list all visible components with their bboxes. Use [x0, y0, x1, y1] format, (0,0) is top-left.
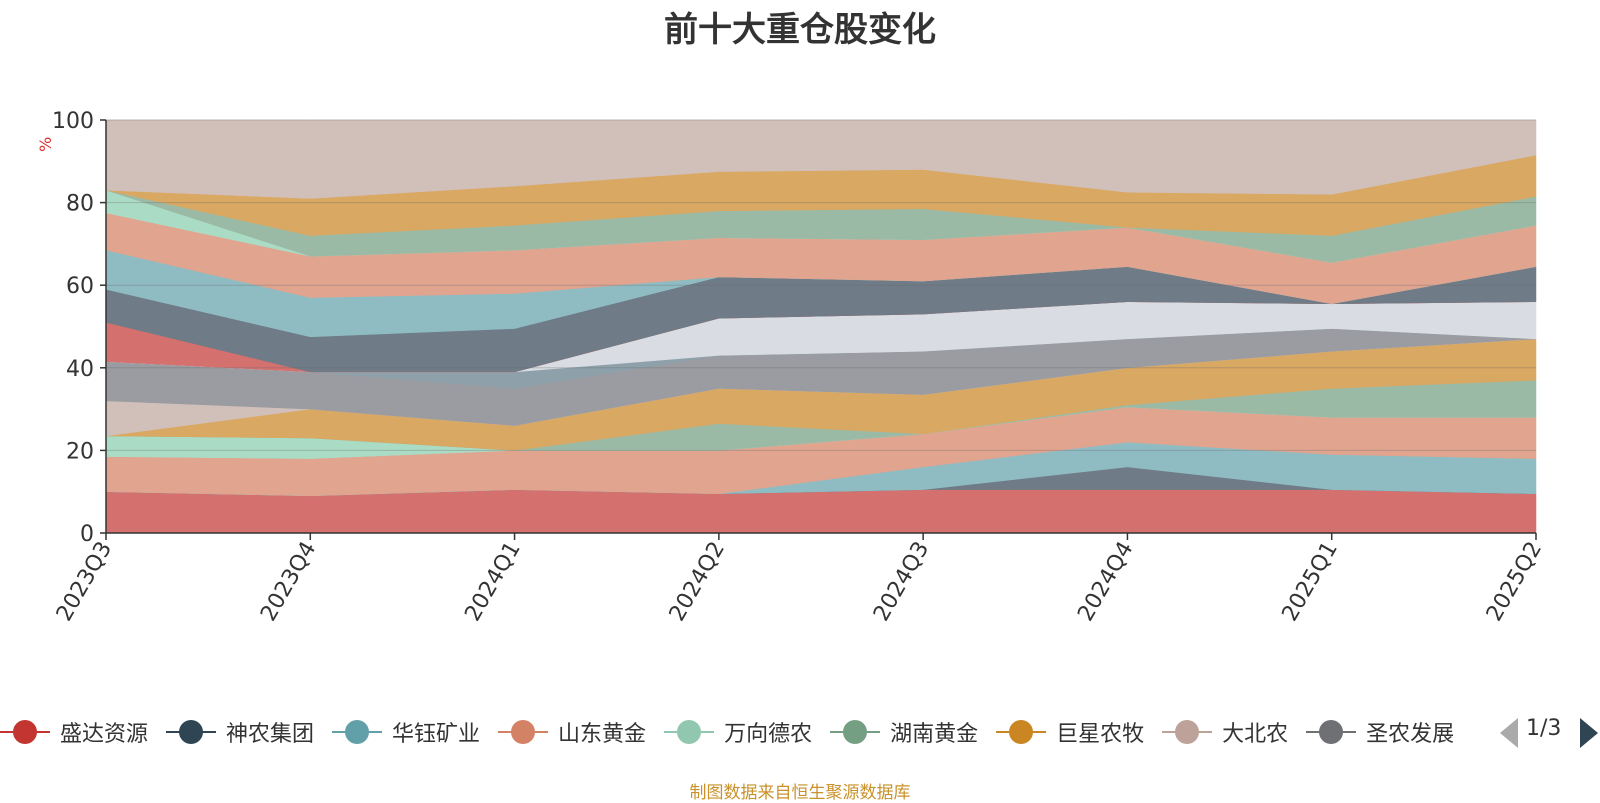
- legend-page-indicator: 1/3: [1526, 716, 1562, 741]
- legend-label: 华钰矿业: [392, 722, 481, 747]
- legend: 盛达资源 神农集团 华钰矿业 山东黄金 万向德农 湖南黄金 巨星农牧 大北农 圣农发展: [0, 716, 1490, 752]
- data-source-note: 制图数据来自恒生聚源数据库: [689, 783, 911, 803]
- legend-marker-icon: [1306, 720, 1357, 744]
- y-tick-label: 40: [66, 357, 94, 382]
- legend-label: 神农集团: [226, 722, 315, 747]
- legend-prev-page-icon[interactable]: [1500, 718, 1518, 748]
- legend-marker-icon: [0, 720, 50, 744]
- legend-item[interactable]: 盛达资源: [0, 716, 148, 748]
- y-tick-label: 20: [66, 439, 94, 464]
- legend-marker-icon: [166, 720, 217, 744]
- y-tick-label: 100: [52, 109, 94, 134]
- legend-marker-icon: [332, 720, 383, 744]
- y-tick-label: 60: [66, 274, 94, 299]
- legend-marker-icon: [1162, 720, 1213, 744]
- legend-item[interactable]: 万向德农: [664, 716, 812, 748]
- area-layer-0: [105, 489, 1537, 534]
- stacked-area-chart: 0 20 40 60 80 100 2023Q3 2023Q4 2024Q1 2024Q2 2024…: [52, 109, 1547, 626]
- legend-item[interactable]: 华钰矿业: [332, 716, 480, 748]
- x-tick-label: 2024Q4: [1073, 538, 1138, 626]
- legend-item[interactable]: 大北农: [1162, 716, 1288, 748]
- legend-label: 盛达资源: [60, 722, 149, 747]
- y-tick-label: 80: [66, 192, 94, 217]
- legend-item[interactable]: 山东黄金: [498, 716, 646, 748]
- legend-label: 大北农: [1222, 722, 1289, 747]
- legend-pager: 1/3: [1500, 716, 1600, 752]
- x-tick-label: 2025Q2: [1482, 538, 1547, 626]
- legend-item[interactable]: 巨星农牧: [996, 716, 1144, 748]
- legend-marker-icon: [830, 720, 881, 744]
- legend-label: 湖南黄金: [890, 722, 979, 747]
- y-tick-label: 0: [80, 522, 94, 547]
- x-tick-label: 2025Q1: [1278, 538, 1343, 626]
- legend-marker-icon: [498, 720, 549, 744]
- legend-item[interactable]: 圣农发展: [1306, 716, 1454, 748]
- x-tick-label: 2024Q1: [460, 538, 525, 626]
- chart-title: 前十大重仓股变化: [664, 10, 936, 50]
- legend-label: 万向德农: [724, 722, 813, 747]
- legend-label: 山东黄金: [558, 722, 647, 747]
- legend-label: 巨星农牧: [1056, 722, 1145, 747]
- area-layer-18: [105, 119, 1537, 199]
- legend-marker-icon: [996, 720, 1047, 744]
- legend-item[interactable]: 湖南黄金: [830, 716, 978, 748]
- x-tick-label: 2024Q3: [869, 538, 934, 626]
- x-tick-label: 2023Q4: [256, 538, 321, 626]
- x-tick-label: 2024Q2: [665, 538, 730, 626]
- legend-marker-icon: [664, 720, 715, 744]
- legend-item[interactable]: 神农集团: [166, 716, 314, 748]
- legend-next-page-icon[interactable]: [1580, 718, 1598, 748]
- x-tick-label: 2023Q3: [52, 538, 117, 626]
- legend-label: 圣农发展: [1366, 722, 1455, 747]
